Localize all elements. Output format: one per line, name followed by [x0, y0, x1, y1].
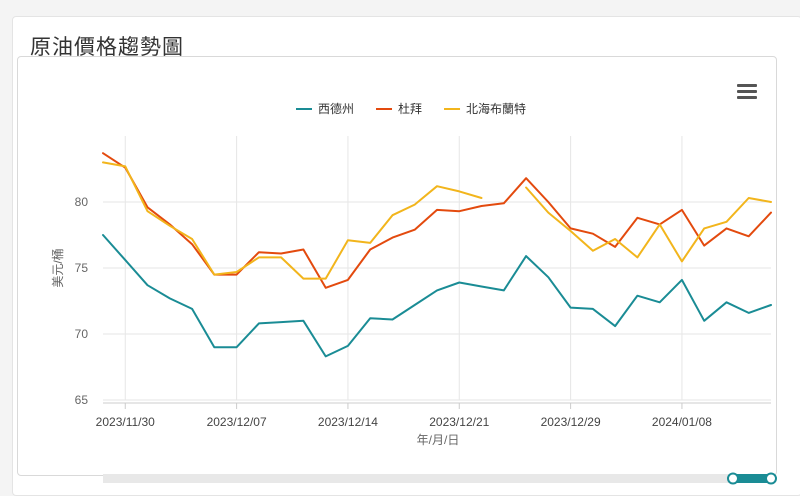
x-tick-label: 2023/11/30 — [96, 415, 155, 429]
navigator-left-handle[interactable] — [727, 472, 739, 485]
navigator-track[interactable] — [103, 474, 771, 483]
menu-bar-icon — [737, 90, 757, 93]
y-tick-label: 75 — [75, 261, 89, 275]
grid-lines — [103, 136, 771, 404]
y-tick-label: 70 — [75, 327, 89, 341]
series-lines — [102, 152, 772, 358]
navigator[interactable] — [103, 472, 777, 485]
y-axis-ticks: 65 70 75 80 — [75, 195, 89, 407]
x-tick-label: 2023/12/07 — [207, 415, 267, 429]
x-axis-ticks: 2023/11/30 2023/12/07 2023/12/14 2023/12/21… — [96, 403, 712, 429]
series-line[interactable] — [102, 234, 772, 358]
legend-label: 杜拜 — [398, 101, 422, 116]
x-tick-label: 2023/12/21 — [429, 415, 489, 429]
navigator-right-handle[interactable] — [765, 472, 777, 485]
legend-label: 北海布蘭特 — [466, 101, 526, 116]
page-title: 原油價格趨勢圖 — [30, 36, 184, 59]
x-tick-label: 2024/01/08 — [652, 415, 712, 429]
menu-bar-icon — [737, 84, 757, 87]
legend-item[interactable]: 北海布蘭特 — [444, 101, 526, 116]
x-tick-label: 2023/12/29 — [541, 415, 601, 429]
legend-item[interactable]: 杜拜 — [376, 101, 422, 116]
y-tick-label: 80 — [75, 195, 89, 209]
legend-label: 西德州 — [318, 101, 354, 116]
y-tick-label: 65 — [75, 393, 89, 407]
x-axis-label: 年/月/日 — [417, 433, 460, 447]
series-line[interactable] — [102, 161, 772, 280]
chart-menu-button[interactable] — [737, 84, 757, 100]
legend[interactable]: 西德州 杜拜 北海布蘭特 — [296, 101, 526, 116]
menu-bar-icon — [737, 96, 757, 99]
x-tick-label: 2023/12/14 — [318, 415, 378, 429]
legend-item[interactable]: 西德州 — [296, 101, 354, 116]
navigator-window[interactable] — [733, 474, 771, 483]
chart-container — [17, 56, 777, 476]
y-axis-label: 美元/桶 — [50, 248, 65, 287]
